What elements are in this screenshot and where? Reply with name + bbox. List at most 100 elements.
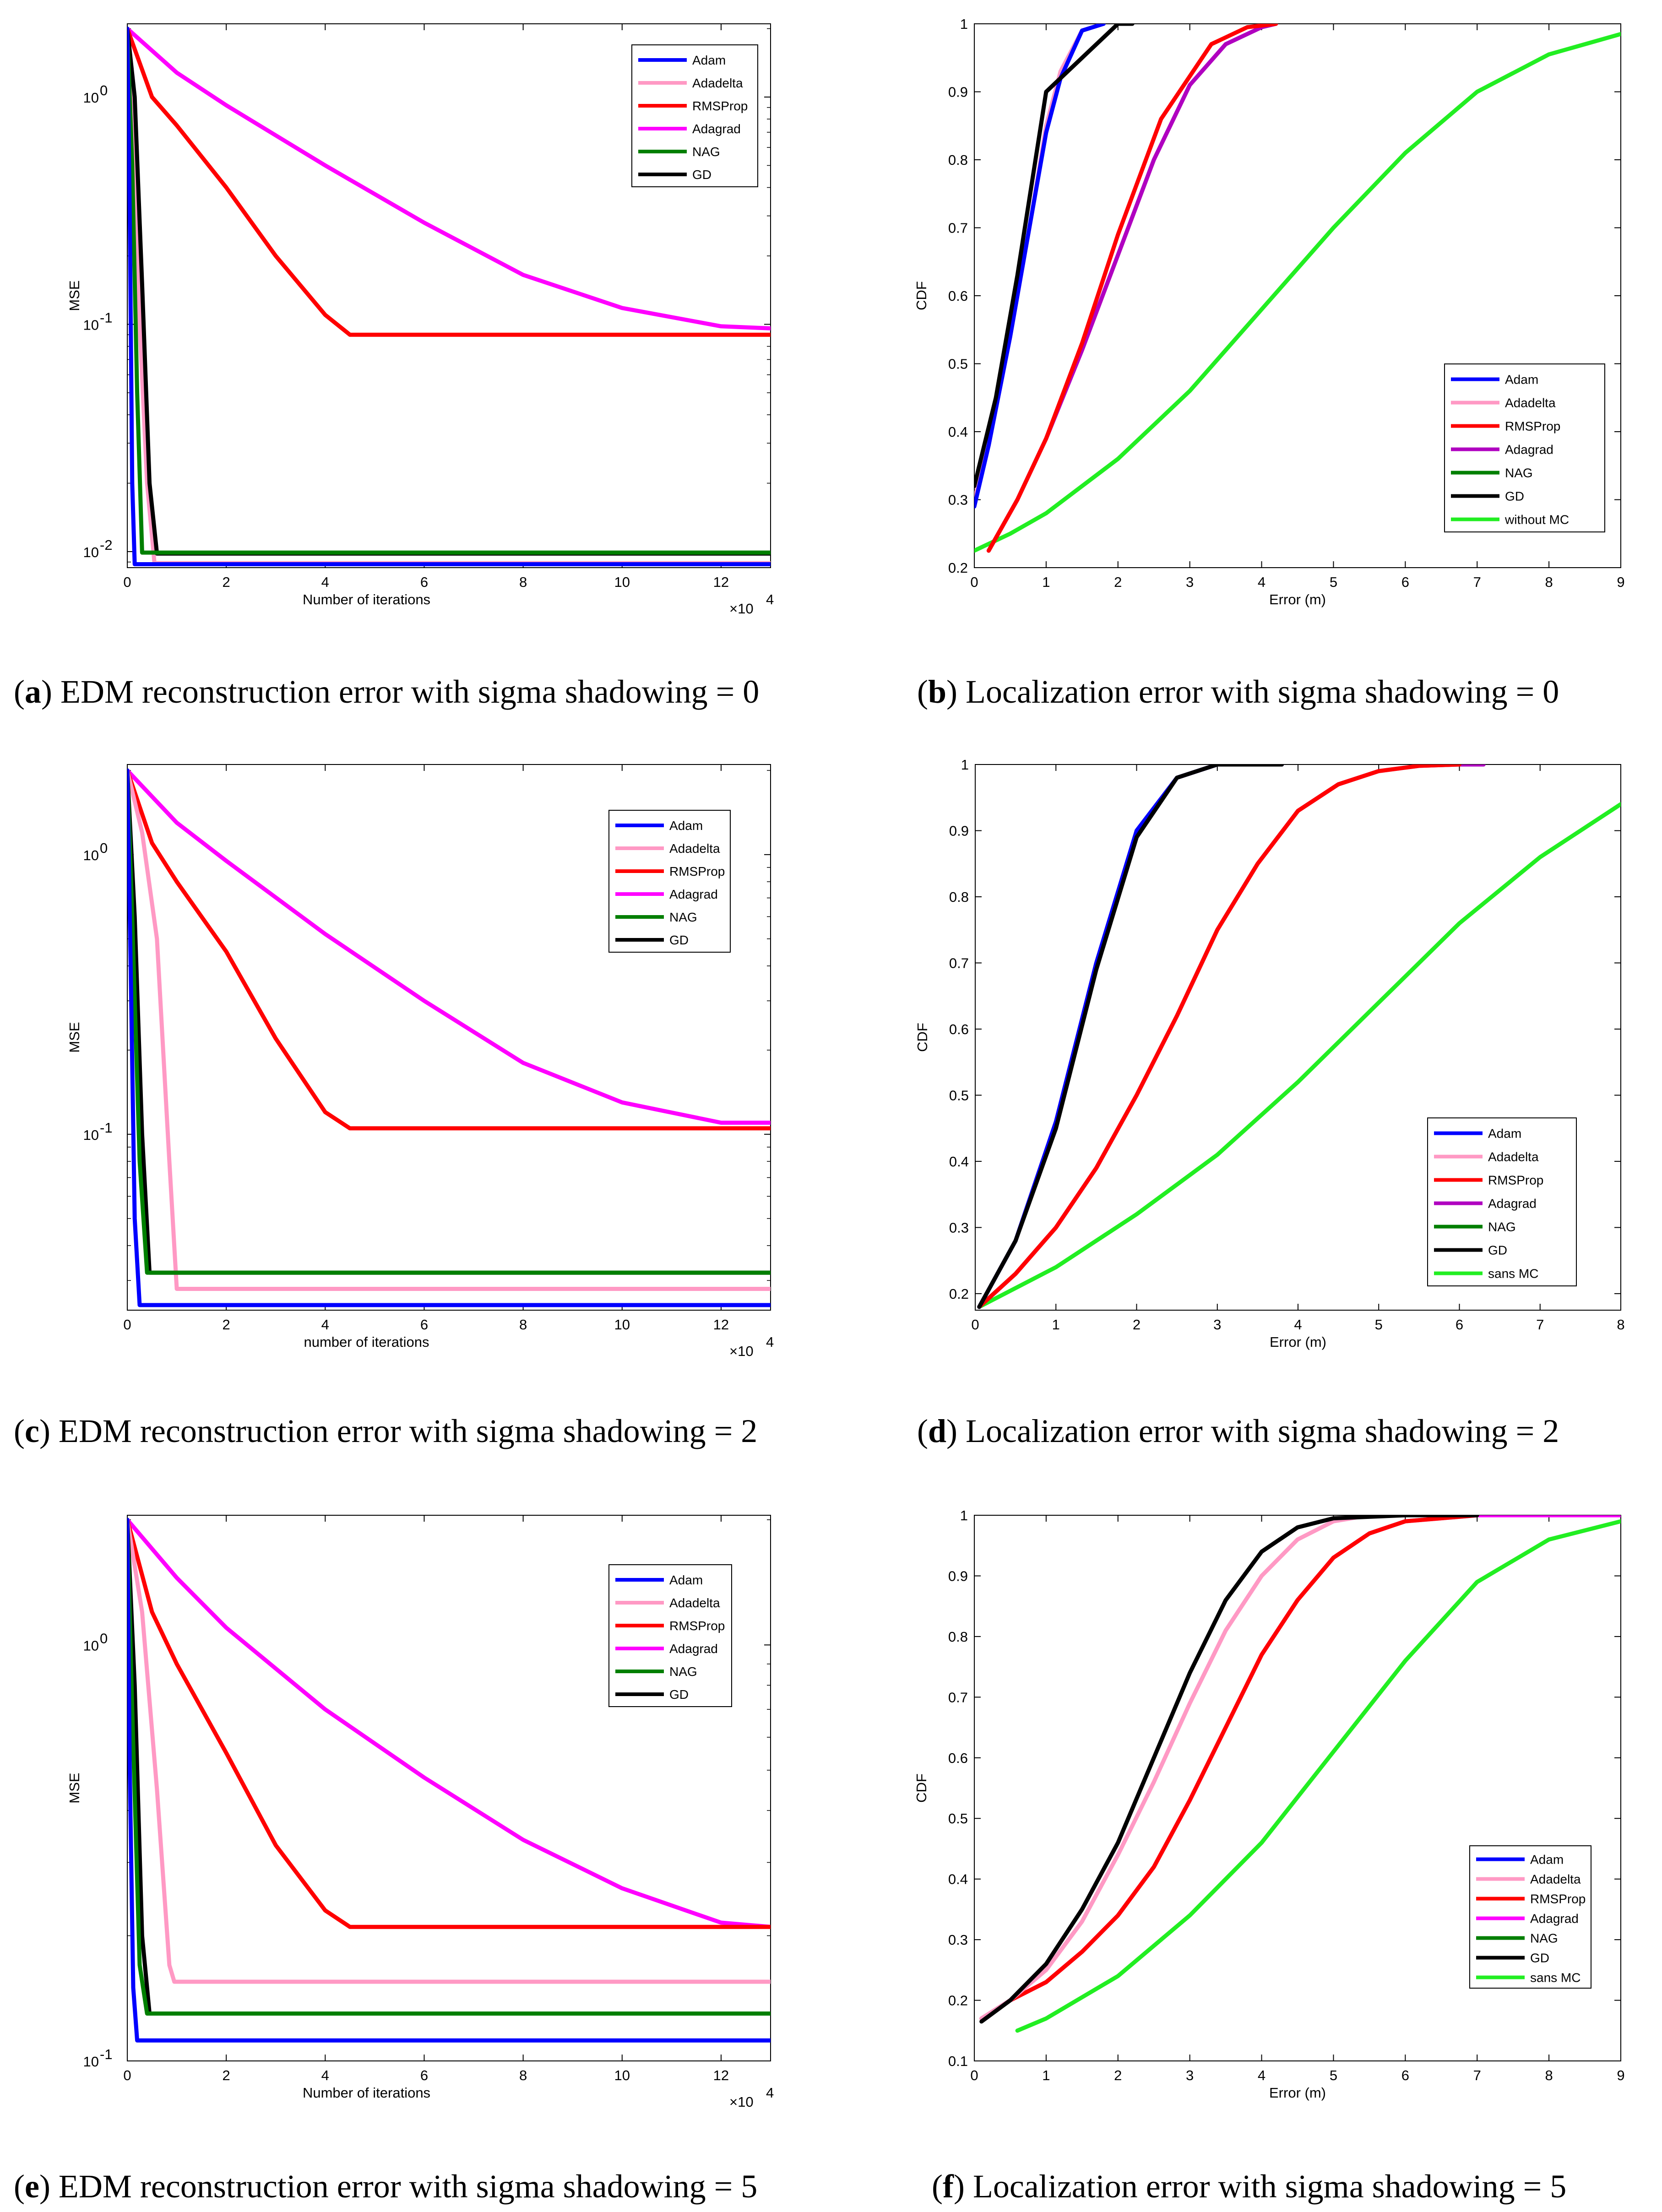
x-tick-label: 2	[223, 2067, 230, 2083]
x-tick-label: 7	[1473, 574, 1481, 590]
series-line-rmsprop	[127, 1518, 771, 1929]
y-tick-label: 0.2	[948, 1993, 968, 2009]
legend-entry: GD	[1488, 1243, 1507, 1258]
legend: Adam Adadelta RMSProp Adagrad NAG GD sans MC	[1427, 1117, 1577, 1286]
y-axis-label: CDF	[913, 281, 929, 310]
x-tick-label: 9	[1617, 574, 1624, 590]
series-line-adagrad	[127, 1518, 771, 1929]
y-tick-label: 0.9	[948, 1568, 968, 1584]
y-tick-label: 0.7	[948, 220, 968, 236]
legend-entry: NAG	[1530, 1931, 1558, 1946]
x-tick-label: 5	[1330, 2067, 1337, 2083]
x-multiplier: ×10	[729, 601, 754, 617]
legend-entry: RMSProp	[1505, 419, 1560, 434]
x-tick-label: 4	[1294, 1317, 1302, 1333]
series-line-nag	[127, 27, 771, 555]
x-tick-label: 2	[1114, 2067, 1122, 2083]
y-tick-label: 0.5	[948, 1811, 968, 1827]
y-tick-label: 0.1	[948, 2053, 968, 2069]
y-tick-label: 0.9	[948, 84, 968, 100]
y-tick-label: 1	[960, 1507, 968, 1523]
y-tick-exponent: -1	[100, 1120, 113, 1136]
legend-entry: GD	[692, 168, 712, 182]
y-tick-label: 0.6	[949, 1021, 969, 1037]
legend-entry: sans MC	[1488, 1267, 1538, 1281]
y-tick-label: 0.3	[949, 1220, 969, 1236]
series-line-sans-mc	[1015, 1519, 1621, 2033]
x-axis-label: Number of iterations	[303, 591, 430, 607]
x-tick-label: 5	[1330, 574, 1337, 590]
series-group	[977, 764, 1621, 1309]
y-tick-exponent: 0	[100, 1630, 108, 1646]
legend-entry: Adadelta	[669, 841, 720, 856]
legend-entry: Adam	[1488, 1127, 1521, 1141]
y-axis-label: MSE	[66, 1022, 82, 1052]
x-axis-label: Error (m)	[1269, 2085, 1326, 2101]
legend-entry: Adagrad	[669, 1642, 718, 1656]
legend-entry: Adadelta	[1530, 1872, 1581, 1887]
panel-d: 0 1 2 3 4 5 6 7 8 0.2 0.3 0.4 0.5 0.6 0.7 0.8 0.9 1 Error …	[914, 757, 1625, 1449]
y-axis-label: CDF	[913, 1773, 929, 1803]
x-multiplier: ×10	[729, 1343, 754, 1359]
x-tick-label: 12	[713, 2067, 729, 2083]
series-line-without-mc	[974, 32, 1621, 553]
x-tick-label: 2	[1133, 1317, 1141, 1333]
x-multiplier: ×10	[729, 2094, 754, 2110]
x-axis-label: number of iterations	[304, 1334, 429, 1350]
y-tick-label: 0.5	[949, 1087, 969, 1103]
legend-entry: NAG	[1505, 466, 1533, 480]
legend-entry: GD	[1505, 489, 1524, 504]
series-line-adadelta	[127, 1518, 771, 1984]
y-tick-label: 0.4	[949, 1154, 969, 1170]
legend: Adam Adadelta RMSProp Adagrad NAG GD sans MC	[1469, 1845, 1591, 1989]
legend-entry: Adagrad	[669, 887, 718, 901]
x-tick-label: 1	[1042, 574, 1050, 590]
legend-entry: Adadelta	[1505, 396, 1556, 410]
x-tick-label: 8	[519, 1317, 527, 1333]
x-tick-label: 6	[420, 2067, 428, 2083]
legend-entry: Adadelta	[1488, 1150, 1539, 1164]
legend-entry: RMSProp	[669, 1619, 725, 1633]
x-axis-label: Number of iterations	[303, 2085, 430, 2101]
x-tick-label: 10	[614, 2067, 630, 2083]
legend: Adam Adadelta RMSProp Adagrad NAG GD	[608, 810, 731, 953]
x-tick-label: 1	[1052, 1317, 1060, 1333]
y-tick-exponent: -1	[100, 2046, 113, 2062]
series-line-adam	[974, 24, 1106, 509]
legend-entry: NAG	[669, 910, 697, 924]
x-tick-label: 2	[223, 574, 230, 590]
x-tick-label: 1	[1042, 2067, 1050, 2083]
series-line-adam	[127, 27, 771, 566]
panel-caption: (d) Localization error with sigma shadow…	[917, 1413, 1559, 1449]
legend-entry: Adagrad	[1530, 1912, 1579, 1926]
y-tick-label: 1	[961, 757, 969, 773]
legend-box	[608, 810, 731, 953]
x-tick-label: 6	[420, 1317, 428, 1333]
series-line-rmsprop	[977, 764, 1461, 1309]
x-axis-label: Error (m)	[1269, 591, 1326, 607]
x-tick-label: 4	[1258, 2067, 1266, 2083]
x-tick-label: 12	[713, 1317, 729, 1333]
legend-entry: Adagrad	[1505, 443, 1553, 457]
y-tick-label: 0.7	[949, 955, 969, 971]
series-group	[127, 768, 771, 1307]
x-tick-label: 10	[614, 574, 630, 590]
panel-caption: (a) EDM reconstruction error with sigma …	[14, 673, 759, 710]
series-line-adam	[127, 1518, 771, 2043]
series-line-adagrad	[127, 27, 771, 331]
y-tick-label: 10	[83, 317, 99, 333]
x-tick-label: 8	[519, 574, 527, 590]
series-line-rmsprop	[986, 24, 1278, 553]
x-multiplier-exponent: 4	[766, 591, 774, 607]
x-tick-label: 6	[1401, 2067, 1409, 2083]
y-tick-label: 10	[83, 1637, 99, 1654]
series-line-adagrad	[127, 768, 771, 1125]
x-axis-label: Error (m)	[1270, 1334, 1326, 1350]
x-tick-label: 0	[970, 2067, 978, 2083]
x-tick-label: 8	[1617, 1317, 1624, 1333]
y-tick-label: 0.8	[948, 1629, 968, 1645]
x-tick-label: 0	[123, 2067, 131, 2083]
legend-entry: Adam	[669, 819, 703, 833]
y-tick-label: 0.9	[949, 823, 969, 839]
